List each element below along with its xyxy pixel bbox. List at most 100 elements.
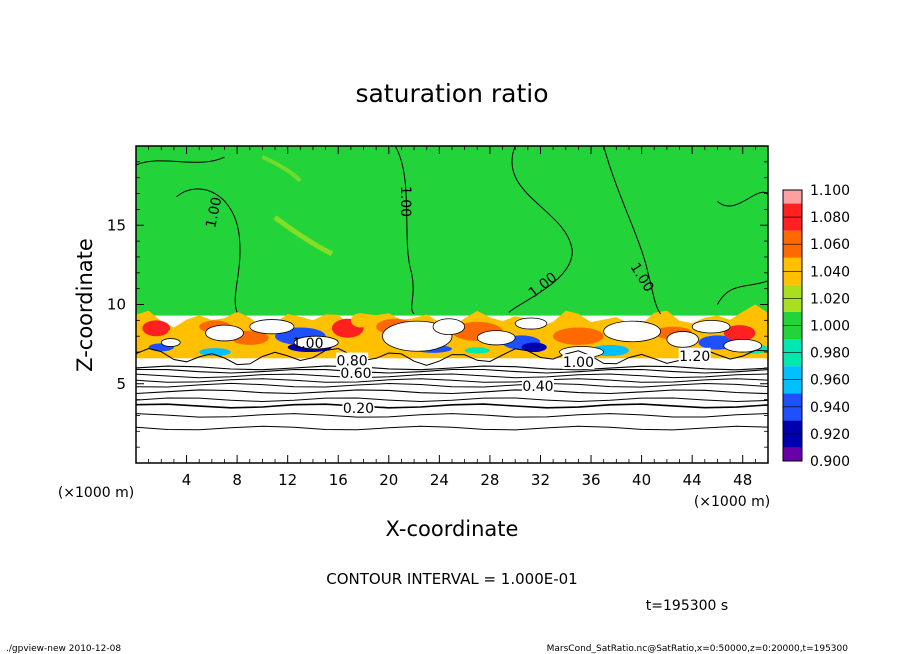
contour-interval-text: CONTOUR INTERVAL = 1.000E-01 [326, 570, 577, 588]
contour-label-bg [336, 352, 369, 368]
colorbar-label: 0.980 [810, 346, 850, 362]
field-patch [464, 347, 490, 354]
x-tick-label: 28 [480, 471, 499, 489]
contour-line-band [135, 347, 769, 366]
field-wisp [273, 215, 334, 257]
colorbar-swatch [783, 190, 802, 204]
contour-label: 0.20 [343, 401, 374, 417]
contour-label-bg [339, 365, 372, 381]
x-tick-label: 40 [632, 471, 651, 489]
contour-label-bg [678, 347, 711, 363]
y-tick-label: 5 [116, 375, 126, 393]
colorbar-label: 1.100 [810, 183, 850, 199]
contour-line-low [135, 413, 769, 418]
contour-line-1-00 [603, 145, 661, 315]
colorbar-label: 0.960 [810, 373, 850, 389]
contour-label: 1.00 [292, 336, 323, 352]
contour-label: 1.20 [679, 349, 710, 365]
colorbar-label: 0.900 [810, 454, 850, 470]
field-patch [199, 348, 231, 357]
x-tick-label: 8 [232, 471, 242, 489]
field-patch [350, 313, 370, 328]
footer-left: ./gpview-new 2010-12-08 [6, 644, 121, 654]
contour-line-low [135, 382, 769, 388]
field-cloud-patch [691, 319, 731, 334]
contour-label: 1.00 [397, 186, 413, 217]
field-cloud-patch [432, 318, 466, 336]
contour-labels: 1.00 1.001.00 1.001.001.00 1.200.400.200.60… [203, 186, 711, 417]
field-patch [167, 327, 193, 339]
x-unit-label-right: (×1000 m) [694, 494, 770, 510]
footer-right: MarsCond_SatRatio.nc@SatRatio,x=0:50000,… [547, 644, 849, 654]
contour-line-1-00 [135, 156, 225, 166]
contour-line-1-00 [717, 191, 769, 207]
colorbar-label: 0.940 [810, 400, 850, 416]
contour-line-1-00 [176, 188, 241, 313]
field-patch [723, 325, 756, 341]
chart-title: saturation ratio [355, 79, 548, 108]
contour-line-low [135, 368, 769, 374]
field-supersat-region [136, 146, 768, 316]
x-tick-label: 44 [683, 471, 702, 489]
field-patch [521, 342, 547, 353]
colorbar-label: 0.920 [810, 427, 850, 443]
field-cloud-patch [160, 338, 181, 347]
x-tick-label: 16 [329, 471, 348, 489]
x-tick-label: 48 [733, 471, 752, 489]
colorbar-label: 1.080 [810, 210, 850, 226]
contour-label: 0.40 [522, 379, 553, 395]
saturation-field [136, 146, 768, 463]
field-patch [142, 320, 171, 337]
x-tick-label: 24 [430, 471, 449, 489]
colorbar-label: 1.060 [810, 237, 850, 253]
x-tick-label: 4 [182, 471, 192, 489]
contour-line-1-00 [394, 145, 415, 315]
contour-line-low [135, 389, 769, 395]
contour-label-bg [521, 377, 554, 393]
colorbar-label: 1.020 [810, 291, 850, 307]
colorbar-label: 1.040 [810, 264, 850, 280]
field-patch [553, 327, 604, 345]
contour-lines [135, 145, 769, 431]
colorbar: 0.900 0.920 0.940 0.960 0.980 1.000 1.020 1.040… [782, 183, 850, 470]
field-cloud-patch [476, 330, 516, 346]
contour-line-low [135, 373, 769, 379]
contour-line-1-00 [508, 145, 573, 313]
time-label: t=195300 s [646, 598, 728, 614]
field-cloud-patch [666, 331, 699, 348]
contour-line-low [135, 403, 769, 409]
field-wisp [261, 155, 302, 183]
x-tick-label: 12 [278, 471, 297, 489]
field-cloud-patch [293, 335, 339, 350]
y-axis-ticks: 5 10 15 [107, 161, 768, 448]
y-tick-label: 15 [107, 216, 126, 234]
contour-line-1-00 [716, 280, 769, 305]
x-tick-label: 20 [379, 471, 398, 489]
contour-line-low [135, 425, 769, 431]
colorbar-swatch [783, 447, 802, 461]
contour-line-low [135, 365, 769, 371]
x-unit-label-left: (×1000 m) [58, 485, 134, 501]
field-cloud-patch [723, 338, 763, 353]
y-axis-label: Z-coordinate [73, 238, 97, 372]
field-cloud-patch [205, 324, 244, 342]
x-tick-label: 32 [531, 471, 550, 489]
field-cloud-patch [249, 319, 295, 335]
field-cloud-patch [603, 320, 661, 343]
contour-label: 0.60 [340, 366, 371, 382]
contour-line-low [135, 378, 769, 383]
x-axis-ticks: 4 8 12 16 20 24 28 32 36 40 44 48 [148, 146, 756, 489]
contour-label: 0.80 [337, 354, 368, 370]
y-tick-label: 10 [107, 296, 126, 314]
x-tick-label: 36 [581, 471, 600, 489]
field-cloud-patch [514, 317, 548, 330]
contour-label-bg [562, 354, 595, 370]
contour-label: 1.00 [203, 196, 225, 230]
contour-label-bg [342, 400, 375, 416]
x-axis-label: X-coordinate [386, 517, 519, 541]
colorbar-label: 1.000 [810, 319, 850, 335]
contour-line-low [135, 397, 769, 403]
contour-label: 1.00 [563, 355, 594, 371]
